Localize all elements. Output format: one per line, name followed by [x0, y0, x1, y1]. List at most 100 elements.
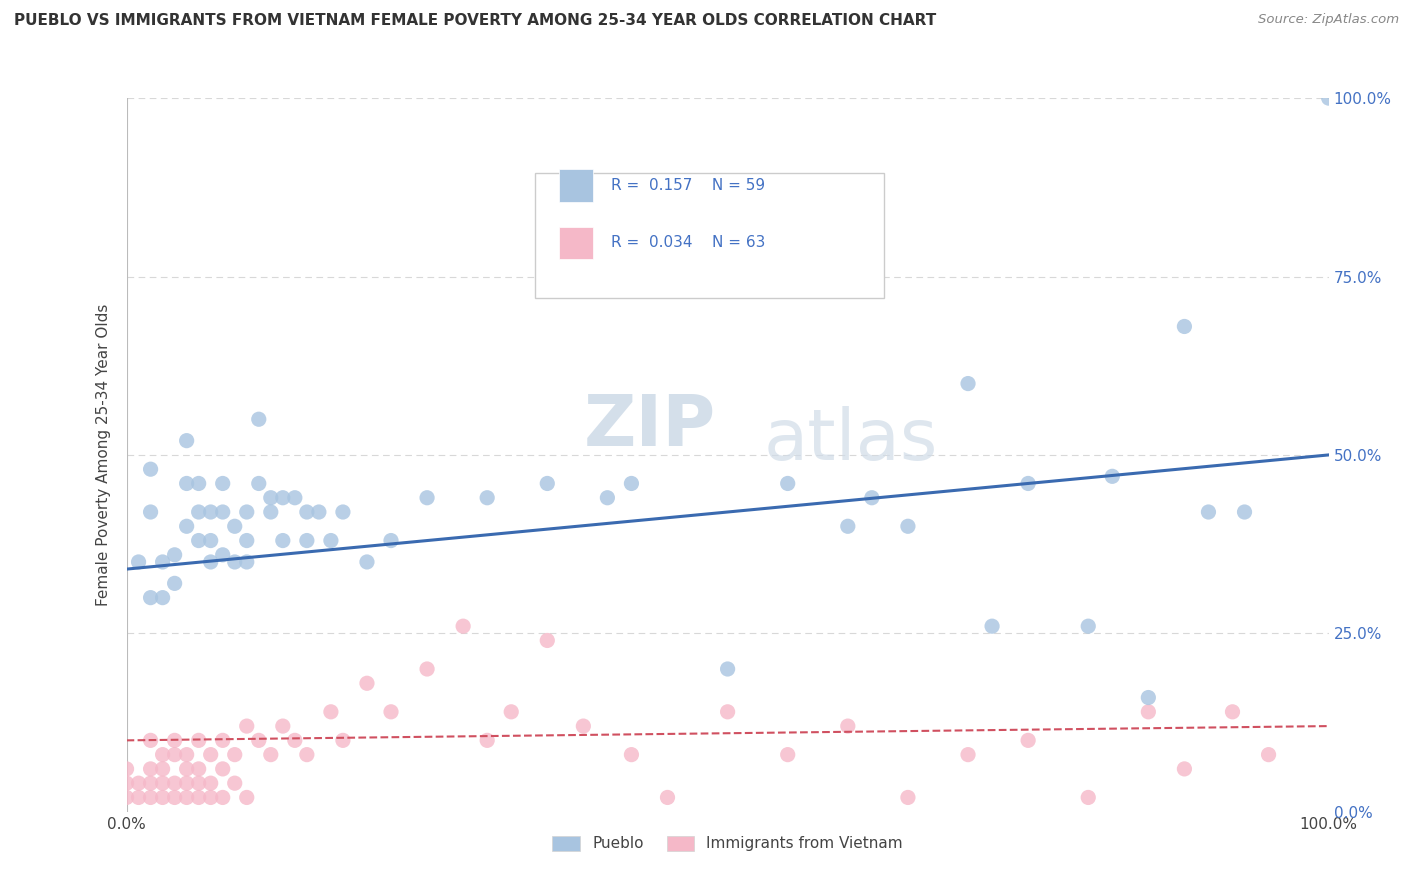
Point — [163, 548, 186, 562]
Point — [128, 776, 150, 790]
Point — [176, 747, 198, 762]
Point — [416, 491, 439, 505]
Point — [776, 476, 799, 491]
FancyBboxPatch shape — [560, 227, 593, 259]
Point — [200, 747, 222, 762]
Point — [211, 790, 233, 805]
Point — [211, 476, 233, 491]
Point — [187, 733, 209, 747]
Point — [475, 491, 498, 505]
Point — [152, 747, 174, 762]
Point — [187, 533, 209, 548]
Y-axis label: Female Poverty Among 25-34 Year Olds: Female Poverty Among 25-34 Year Olds — [96, 304, 111, 606]
Point — [1317, 91, 1340, 105]
Point — [139, 591, 162, 605]
Point — [308, 505, 330, 519]
Point — [163, 790, 186, 805]
Point — [860, 491, 883, 505]
Point — [837, 519, 859, 533]
Point — [211, 733, 233, 747]
Point — [1017, 733, 1039, 747]
Point — [716, 705, 740, 719]
Point — [115, 762, 138, 776]
Point — [451, 619, 474, 633]
Point — [776, 747, 799, 762]
Point — [163, 747, 186, 762]
Point — [1137, 690, 1160, 705]
Point — [657, 790, 679, 805]
Point — [200, 505, 222, 519]
Point — [200, 533, 222, 548]
Point — [332, 733, 354, 747]
Point — [271, 491, 294, 505]
Point — [260, 747, 283, 762]
Point — [332, 505, 354, 519]
Point — [1077, 790, 1099, 805]
Point — [139, 733, 162, 747]
Point — [380, 705, 402, 719]
FancyBboxPatch shape — [536, 173, 884, 298]
Point — [897, 519, 920, 533]
Point — [163, 576, 186, 591]
Text: Source: ZipAtlas.com: Source: ZipAtlas.com — [1258, 13, 1399, 27]
Point — [224, 747, 246, 762]
Point — [319, 533, 342, 548]
Point — [295, 533, 318, 548]
Point — [187, 476, 209, 491]
Point — [152, 790, 174, 805]
Point — [536, 476, 558, 491]
Point — [163, 776, 186, 790]
Point — [284, 733, 307, 747]
Point — [295, 747, 318, 762]
Point — [139, 462, 162, 476]
Point — [187, 776, 209, 790]
Point — [1222, 705, 1244, 719]
Point — [260, 505, 283, 519]
Point — [981, 619, 1004, 633]
Point — [475, 733, 498, 747]
Point — [536, 633, 558, 648]
Point — [956, 376, 979, 391]
Point — [356, 676, 378, 690]
Point — [200, 790, 222, 805]
Point — [596, 491, 619, 505]
Point — [128, 555, 150, 569]
Point — [1173, 762, 1195, 776]
Point — [176, 519, 198, 533]
Point — [187, 790, 209, 805]
Point — [224, 519, 246, 533]
Point — [295, 505, 318, 519]
Point — [620, 476, 643, 491]
Point — [380, 533, 402, 548]
Point — [139, 776, 162, 790]
Point — [224, 776, 246, 790]
Point — [271, 533, 294, 548]
Point — [1197, 505, 1219, 519]
Point — [716, 662, 740, 676]
Point — [200, 776, 222, 790]
Point — [163, 733, 186, 747]
Point — [956, 747, 979, 762]
Point — [1173, 319, 1195, 334]
Point — [356, 555, 378, 569]
Point — [1233, 505, 1256, 519]
Point — [211, 505, 233, 519]
Point — [224, 555, 246, 569]
Text: R =  0.034    N = 63: R = 0.034 N = 63 — [612, 235, 765, 250]
Point — [260, 491, 283, 505]
Point — [1257, 747, 1279, 762]
Text: ZIP: ZIP — [583, 392, 716, 461]
Point — [1137, 705, 1160, 719]
Point — [284, 491, 307, 505]
Point — [115, 776, 138, 790]
Point — [235, 505, 259, 519]
Point — [897, 790, 920, 805]
Point — [235, 533, 259, 548]
Point — [416, 662, 439, 676]
Point — [247, 476, 270, 491]
Point — [187, 762, 209, 776]
Point — [152, 776, 174, 790]
Point — [139, 790, 162, 805]
Point — [235, 719, 259, 733]
Point — [620, 747, 643, 762]
